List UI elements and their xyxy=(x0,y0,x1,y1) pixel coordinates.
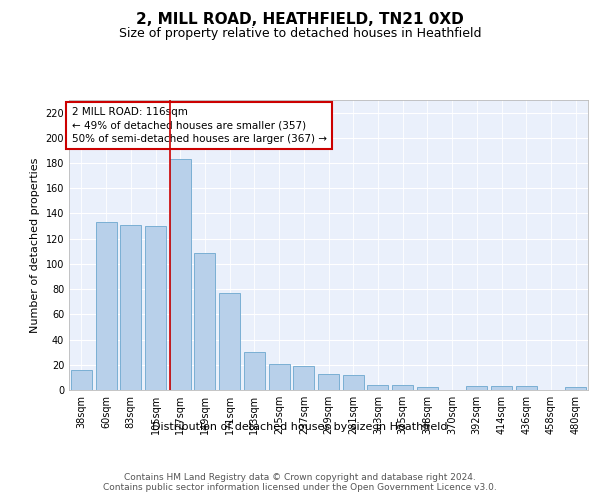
Bar xyxy=(516,386,537,390)
Text: 2 MILL ROAD: 116sqm
← 49% of detached houses are smaller (357)
50% of semi-detac: 2 MILL ROAD: 116sqm ← 49% of detached ho… xyxy=(71,108,326,144)
Bar xyxy=(491,386,512,390)
Bar xyxy=(145,226,166,390)
Bar xyxy=(120,225,141,390)
Bar xyxy=(269,364,290,390)
Bar xyxy=(95,222,116,390)
Text: Contains HM Land Registry data © Crown copyright and database right 2024.
Contai: Contains HM Land Registry data © Crown c… xyxy=(103,472,497,492)
Bar xyxy=(565,388,586,390)
Bar xyxy=(343,375,364,390)
Bar xyxy=(194,252,215,390)
Bar xyxy=(466,386,487,390)
Y-axis label: Number of detached properties: Number of detached properties xyxy=(30,158,40,332)
Bar xyxy=(318,374,339,390)
Text: 2, MILL ROAD, HEATHFIELD, TN21 0XD: 2, MILL ROAD, HEATHFIELD, TN21 0XD xyxy=(136,12,464,28)
Bar xyxy=(170,160,191,390)
Bar xyxy=(417,388,438,390)
Bar xyxy=(244,352,265,390)
Bar xyxy=(71,370,92,390)
Text: Distribution of detached houses by size in Heathfield: Distribution of detached houses by size … xyxy=(152,422,448,432)
Bar xyxy=(219,293,240,390)
Bar xyxy=(367,385,388,390)
Text: Size of property relative to detached houses in Heathfield: Size of property relative to detached ho… xyxy=(119,28,481,40)
Bar xyxy=(293,366,314,390)
Bar xyxy=(392,385,413,390)
